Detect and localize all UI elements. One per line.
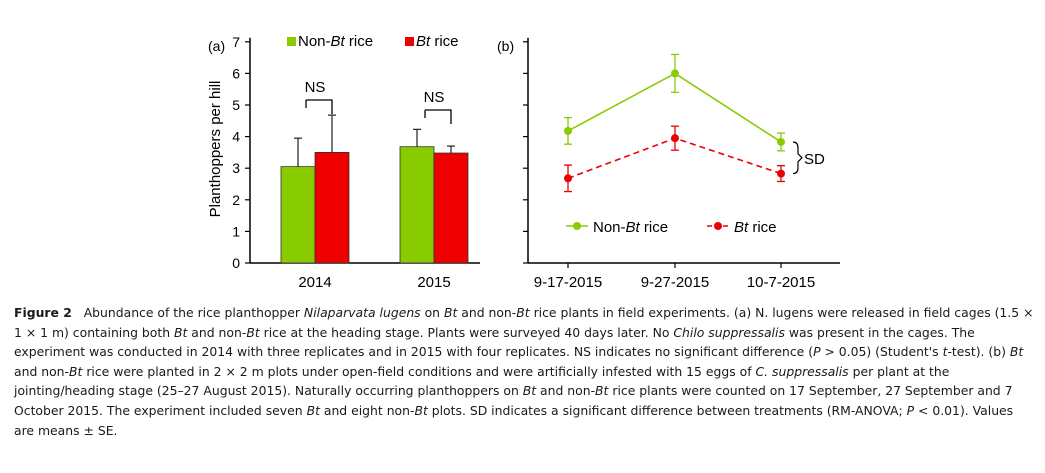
caption-italic-term: Bt [595, 383, 609, 399]
panel-a-ytick-label: 0 [232, 255, 240, 271]
panel-b-label: (b) [497, 38, 514, 54]
panel-b-point [671, 69, 679, 78]
panel-a-ytick-label: 1 [232, 223, 240, 239]
caption-italic-term: P [906, 402, 915, 418]
panel-a-ytick-label: 7 [232, 34, 240, 50]
panel-a-ylabel: Planthoppers per hill [207, 81, 224, 218]
panel-a-ytick-label: 3 [232, 160, 240, 176]
caption-italic-term: Bt [246, 324, 260, 340]
panel-b-point [671, 134, 679, 143]
panel-a-bar [399, 146, 435, 264]
caption-italic-term: Bt [443, 305, 458, 320]
caption-italic-term: Bt [69, 363, 83, 379]
caption-italic-term: C. suppressalis [755, 363, 849, 379]
panel-a-legend-swatch [287, 37, 296, 46]
panel-a-legend-swatch [405, 37, 414, 46]
caption-label: Figure 2 [14, 305, 72, 320]
panel-a-xtick-label: 2014 [298, 274, 331, 291]
caption-italic-term: Bt [414, 402, 428, 418]
panel-b-xtick-label: 9-27-2015 [641, 274, 709, 291]
panel-b-xtick-label: 10-7-2015 [747, 274, 815, 291]
caption-italic-term: Bt [1009, 344, 1024, 360]
panel-a-bar [433, 152, 469, 264]
panel-b-sd-bracket [792, 141, 803, 175]
panel-a-bar [280, 166, 316, 264]
figure-2: (a) Planthoppers per hill 0 1 2 3 4 5 6 7 2014 NS 20… [207, 33, 840, 291]
caption-italic-term: Nilaparvata lugens [303, 305, 421, 320]
panel-a-xtick-label: 2015 [417, 274, 450, 291]
panel-a-ns-bracket [306, 99, 333, 114]
caption-italic-term: Bt [174, 324, 188, 340]
panel-b-legend-label: Non-Bt rice [593, 219, 668, 236]
panel-a-bar [314, 151, 350, 264]
caption-italic-term: P [813, 344, 821, 360]
panel-b-legend-label: Bt rice [734, 219, 777, 236]
panel-b-sd-label: SD [804, 151, 825, 168]
panel-b-xtick-label: 9-17-2015 [534, 274, 602, 291]
panel-b-point [777, 137, 785, 146]
caption-italic-term: Chilo suppressalis [673, 324, 785, 340]
panel-a-ytick-label: 4 [232, 129, 240, 145]
panel-a-ytick-label: 5 [232, 97, 240, 113]
panel-a-label: (a) [208, 38, 225, 54]
panel-a-ns-bracket [425, 109, 452, 124]
panel-b-legend-marker [573, 222, 581, 230]
caption-italic-term: t [942, 344, 948, 360]
panel-b-point [564, 174, 572, 183]
caption-italic-term: Bt [306, 402, 320, 418]
panel-b-legend-marker [714, 222, 722, 230]
panel-b-point [777, 169, 785, 178]
panel-b-point [564, 126, 572, 135]
panel-a-legend-label: Bt rice [416, 33, 459, 50]
panel-a-ns-label: NS [305, 79, 326, 96]
caption-italic-term: Bt [522, 383, 537, 399]
caption-text: Abundance of the rice planthopper Nilapa… [14, 305, 1034, 438]
panel-a-ns-label: NS [424, 89, 445, 106]
panel-a-ytick-label: 2 [232, 192, 240, 208]
panel-a-legend-label: Non-Bt rice [298, 33, 373, 50]
caption-italic-term: Bt [516, 305, 530, 320]
figure-caption: Figure 2 Abundance of the rice planthopp… [14, 303, 1034, 440]
panel-a-ytick-label: 6 [232, 65, 240, 81]
